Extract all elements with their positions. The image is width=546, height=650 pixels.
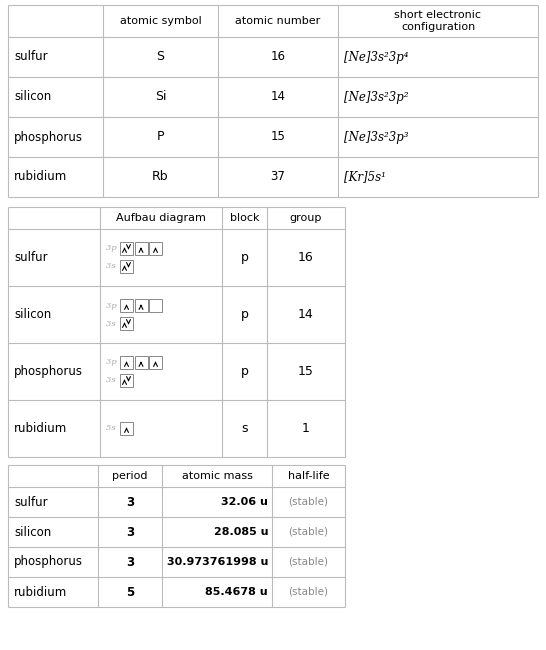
Bar — [134, 299, 147, 312]
Text: 32.06 u: 32.06 u — [221, 497, 268, 507]
Text: rubidium: rubidium — [14, 586, 67, 599]
Text: p: p — [241, 308, 248, 321]
Text: p: p — [241, 251, 248, 264]
Bar — [120, 317, 133, 330]
Bar — [120, 356, 133, 369]
Text: 28.085 u: 28.085 u — [213, 527, 268, 537]
Text: atomic number: atomic number — [235, 16, 321, 26]
Text: P: P — [157, 131, 164, 144]
Bar — [120, 242, 133, 255]
Text: 85.4678 u: 85.4678 u — [205, 587, 268, 597]
Text: 3s: 3s — [106, 376, 118, 385]
Text: Si: Si — [155, 90, 166, 103]
Text: [Kr]5s¹: [Kr]5s¹ — [344, 170, 386, 183]
Text: (stable): (stable) — [288, 497, 329, 507]
Text: 3: 3 — [126, 525, 134, 538]
Text: 3: 3 — [126, 556, 134, 569]
Bar — [149, 242, 162, 255]
Text: 15: 15 — [298, 365, 314, 378]
Text: 14: 14 — [298, 308, 314, 321]
Text: phosphorus: phosphorus — [14, 556, 83, 569]
Text: 1: 1 — [302, 422, 310, 435]
Text: 3: 3 — [126, 495, 134, 508]
Text: sulfur: sulfur — [14, 51, 48, 64]
Text: 16: 16 — [270, 51, 286, 64]
Text: (stable): (stable) — [288, 527, 329, 537]
Text: rubidium: rubidium — [14, 170, 67, 183]
Text: (stable): (stable) — [288, 557, 329, 567]
Text: 5: 5 — [126, 586, 134, 599]
Text: (stable): (stable) — [288, 587, 329, 597]
Text: silicon: silicon — [14, 90, 51, 103]
Text: sulfur: sulfur — [14, 251, 48, 264]
Bar — [120, 260, 133, 273]
Text: Aufbau diagram: Aufbau diagram — [116, 213, 206, 223]
Text: sulfur: sulfur — [14, 495, 48, 508]
Text: 3p: 3p — [106, 359, 120, 367]
Text: [Ne]3s²3p³: [Ne]3s²3p³ — [344, 131, 408, 144]
Text: 15: 15 — [271, 131, 286, 144]
Text: half-life: half-life — [288, 471, 329, 481]
Text: atomic mass: atomic mass — [182, 471, 252, 481]
Text: 37: 37 — [271, 170, 286, 183]
Text: group: group — [290, 213, 322, 223]
Text: Rb: Rb — [152, 170, 169, 183]
Text: s: s — [241, 422, 248, 435]
Text: 3s: 3s — [106, 263, 118, 270]
Text: 14: 14 — [270, 90, 286, 103]
Bar — [120, 422, 133, 435]
Text: p: p — [241, 365, 248, 378]
Bar — [149, 299, 162, 312]
Bar — [120, 374, 133, 387]
Text: [Ne]3s²3p⁴: [Ne]3s²3p⁴ — [344, 51, 408, 64]
Text: 30.973761998 u: 30.973761998 u — [167, 557, 268, 567]
Text: 16: 16 — [298, 251, 314, 264]
Text: S: S — [157, 51, 164, 64]
Bar — [134, 242, 147, 255]
Text: block: block — [230, 213, 259, 223]
Bar — [134, 356, 147, 369]
Text: silicon: silicon — [14, 308, 51, 321]
Text: 3p: 3p — [106, 302, 120, 309]
Text: [Ne]3s²3p²: [Ne]3s²3p² — [344, 90, 408, 103]
Bar — [120, 299, 133, 312]
Text: 3s: 3s — [106, 320, 118, 328]
Text: period: period — [112, 471, 148, 481]
Text: silicon: silicon — [14, 525, 51, 538]
Text: atomic symbol: atomic symbol — [120, 16, 201, 26]
Text: phosphorus: phosphorus — [14, 365, 83, 378]
Text: phosphorus: phosphorus — [14, 131, 83, 144]
Text: rubidium: rubidium — [14, 422, 67, 435]
Text: 3p: 3p — [106, 244, 120, 252]
Text: short electronic
configuration: short electronic configuration — [395, 10, 482, 32]
Bar — [149, 356, 162, 369]
Text: 5s: 5s — [106, 424, 118, 432]
